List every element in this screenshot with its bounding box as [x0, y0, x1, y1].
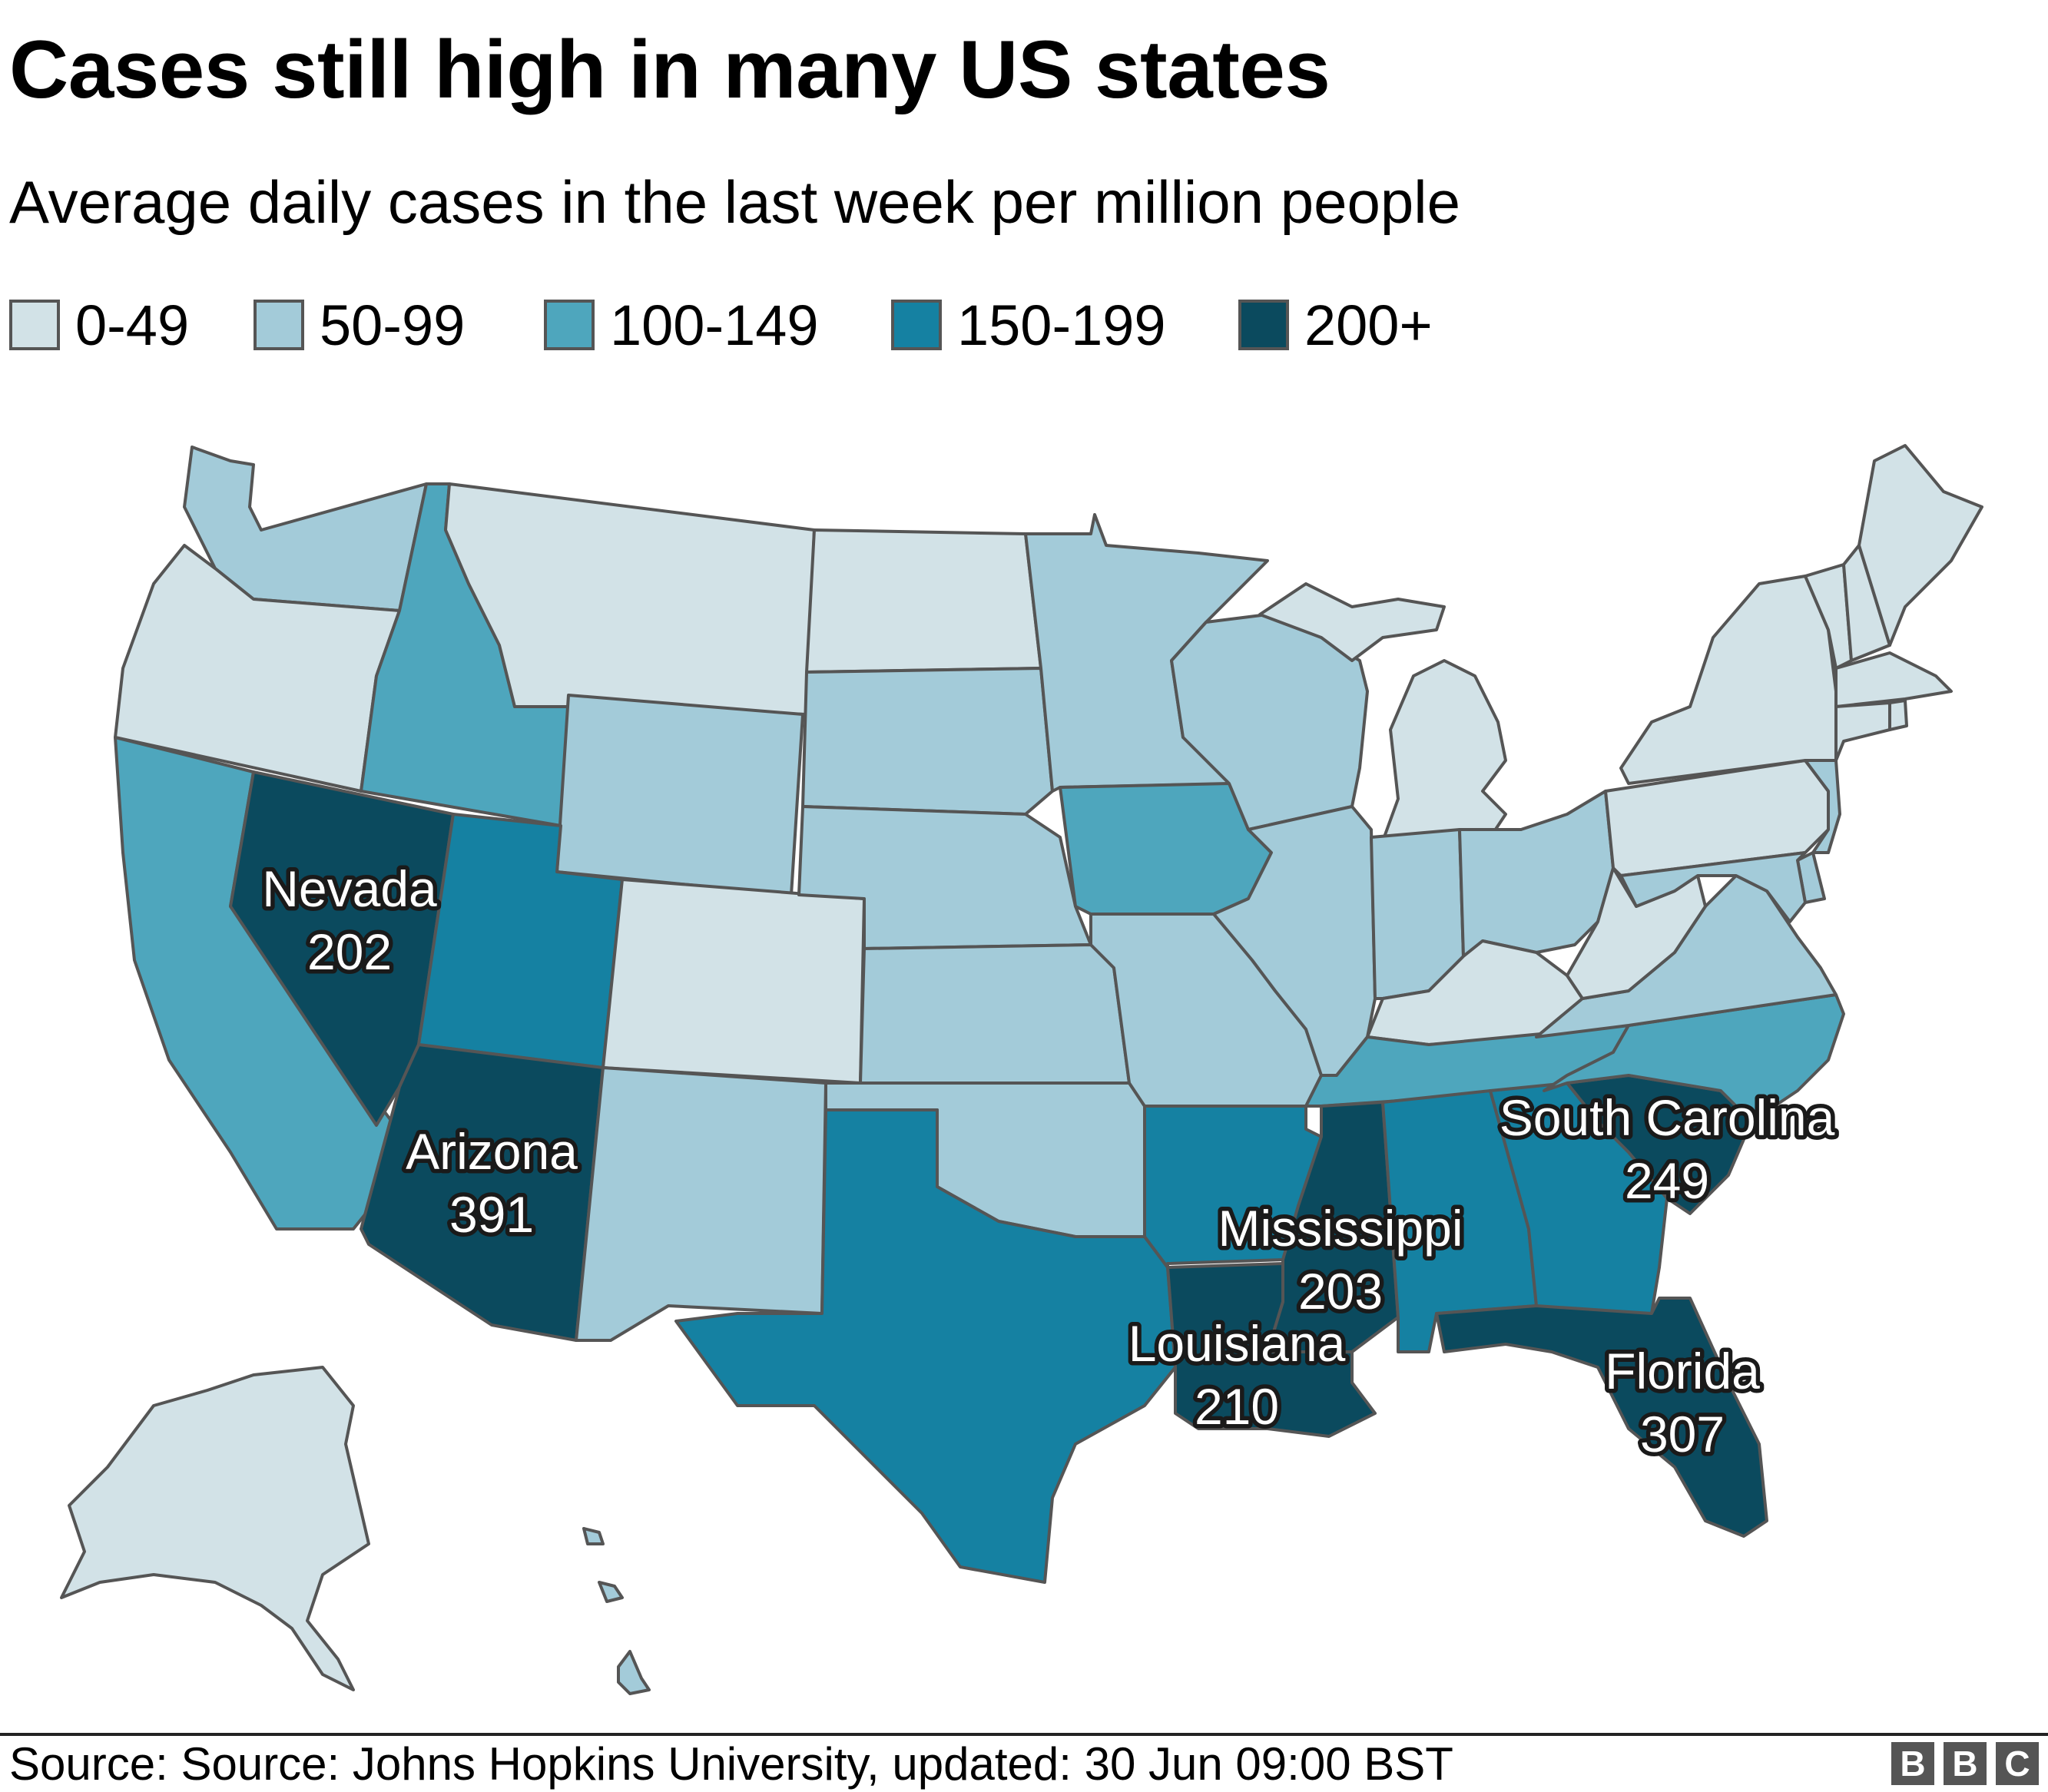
- state-michigan-up: [1258, 582, 1446, 662]
- state-hawaii-island-3: [582, 1527, 605, 1545]
- legend-item-200-plus: 200+: [1238, 293, 1433, 357]
- state-michigan: [1381, 659, 1507, 843]
- legend-label: 200+: [1304, 293, 1433, 357]
- label-louisiana-value: 210: [1195, 1378, 1279, 1435]
- label-mississippi-value: 203: [1298, 1263, 1383, 1320]
- state-south-dakota: [801, 667, 1054, 816]
- chart-subtitle: Average daily cases in the last week per…: [9, 168, 1460, 236]
- state-new-york: [1619, 575, 1838, 785]
- label-south-carolina-name: South Carolina: [1500, 1089, 1835, 1146]
- label-south-carolina-value: 249: [1625, 1152, 1709, 1209]
- legend-label: 100-149: [610, 293, 819, 357]
- state-colorado: [601, 878, 866, 1085]
- state-new-jersey: [1804, 759, 1841, 854]
- state-kansas: [859, 943, 1131, 1085]
- bbc-logo-letter: C: [1996, 1742, 2039, 1785]
- label-mississippi-name: Mississippi: [1218, 1200, 1463, 1257]
- bbc-logo-letter: B: [1891, 1742, 1934, 1785]
- label-nevada-name: Nevada: [262, 860, 437, 917]
- label-nevada-value: 202: [307, 923, 392, 980]
- us-states-map: Nevada 202 Arizona 391 South Carolina 24…: [60, 444, 1983, 1695]
- state-wyoming: [555, 694, 804, 896]
- state-annotations: Nevada 202 Arizona 391 South Carolina 24…: [258, 856, 1839, 1467]
- legend-item-50-99: 50-99: [254, 293, 465, 357]
- state-alaska: [60, 1366, 370, 1691]
- state-hawaii-island-2: [598, 1581, 624, 1603]
- label-florida-value: 307: [1640, 1406, 1725, 1462]
- state-hawaii: [617, 1650, 651, 1695]
- legend-swatch: [544, 300, 595, 350]
- legend-label: 0-49: [75, 293, 190, 357]
- state-florida: [1435, 1297, 1768, 1538]
- legend-item-150-199: 150-199: [891, 293, 1166, 357]
- state-connecticut: [1834, 701, 1891, 762]
- label-louisiana-name: Louisiana: [1128, 1315, 1346, 1372]
- bbc-logo-letter: B: [1944, 1742, 1987, 1785]
- label-florida-name: Florida: [1605, 1343, 1760, 1399]
- label-arizona-name: Arizona: [406, 1123, 578, 1180]
- bbc-logo: B B C: [1891, 1742, 2039, 1785]
- legend-item-0-49: 0-49: [9, 293, 189, 357]
- state-north-carolina: [1543, 993, 1845, 1123]
- state-rhode-island: [1888, 699, 1908, 731]
- legend-swatch: [1238, 300, 1289, 350]
- legend-swatch: [891, 300, 942, 350]
- legend-label: 150-199: [957, 293, 1166, 357]
- legend-swatch: [254, 300, 304, 350]
- legend-label: 50-99: [320, 293, 466, 357]
- state-new-mexico: [575, 1066, 827, 1342]
- state-texas: [674, 1108, 1177, 1584]
- state-north-dakota: [805, 528, 1042, 674]
- legend-swatch: [9, 300, 60, 350]
- state-vermont: [1804, 563, 1853, 670]
- source-note: Source: Source: Johns Hopkins University…: [9, 1738, 1453, 1790]
- footer-divider: [0, 1733, 2048, 1736]
- chart-title: Cases still high in many US states: [9, 23, 1331, 115]
- state-maine: [1857, 444, 1983, 647]
- label-arizona-value: 391: [449, 1186, 534, 1243]
- legend-item-100-149: 100-149: [544, 293, 819, 357]
- state-maryland: [1619, 851, 1807, 923]
